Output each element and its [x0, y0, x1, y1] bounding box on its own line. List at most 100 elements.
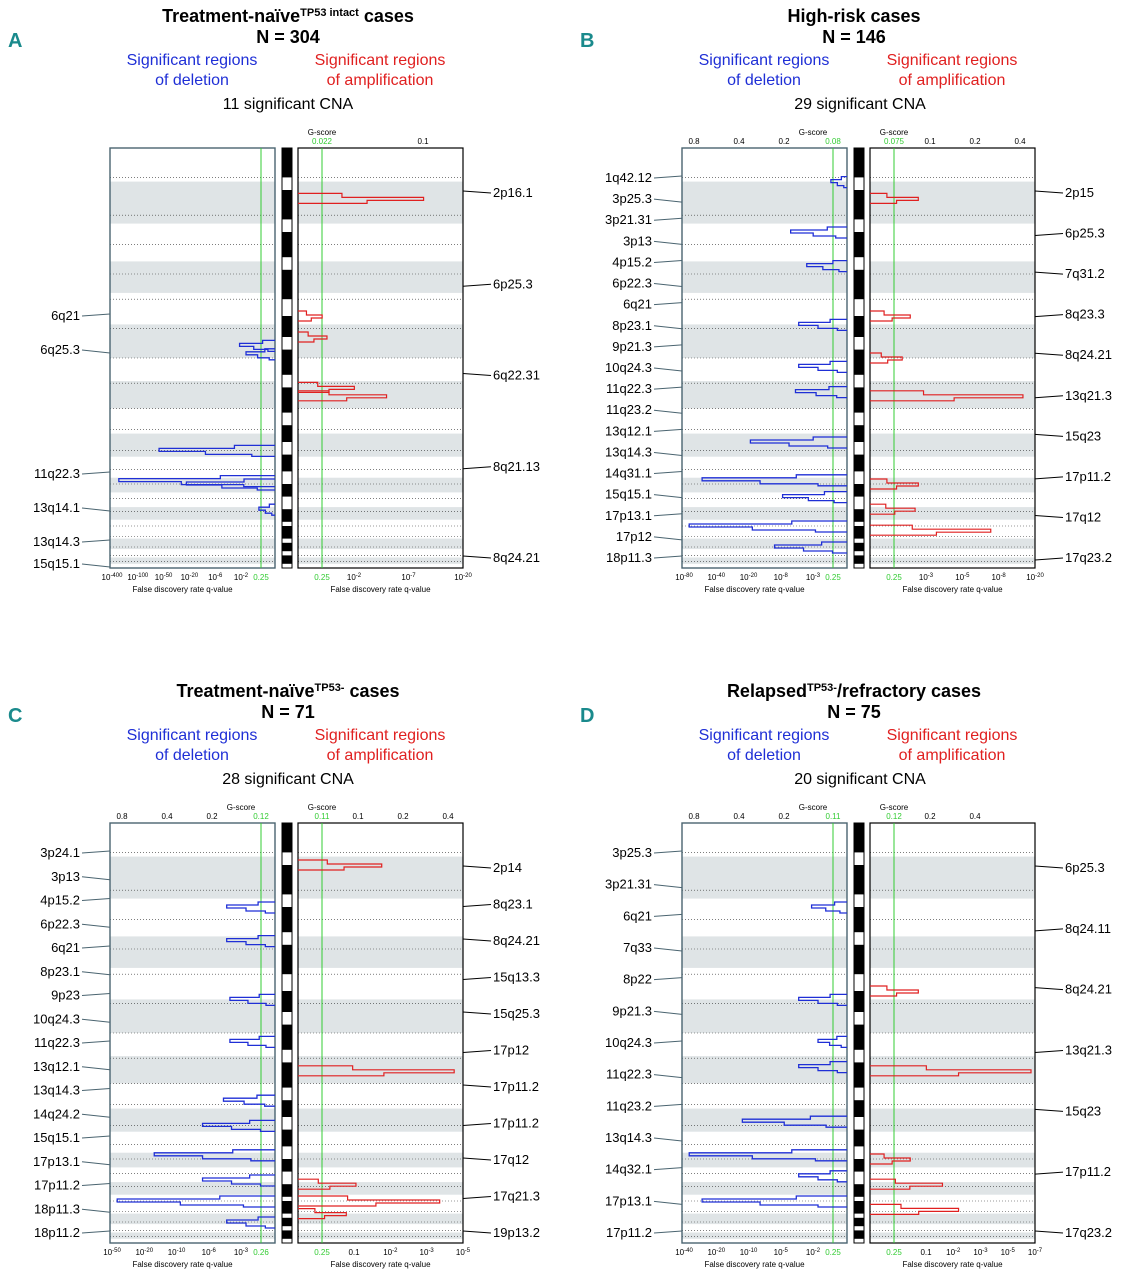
- amplification-region-label: 2p16.1: [493, 185, 533, 200]
- ideogram-block: [854, 1129, 864, 1147]
- amplification-region-label: 17q12: [1065, 509, 1101, 524]
- deletion-region-label: 10q24.3: [605, 360, 652, 375]
- del-qvalue-tick: 10-80: [675, 573, 693, 582]
- amplification-bar-17q23.2: [870, 1203, 960, 1216]
- gscore-axis-label: G-score: [880, 803, 909, 812]
- deletion-label-connector: [653, 1103, 683, 1107]
- genome-band: [298, 1108, 463, 1132]
- genome-band: [870, 1108, 1035, 1132]
- amplification-bar-6p25.3: [870, 310, 911, 322]
- deletion-region-label: 3p25.3: [612, 191, 652, 206]
- amplification-region-label: 17q23.2: [1065, 550, 1112, 565]
- del-gscore-tick: 0.2: [778, 137, 790, 146]
- genome-band: [298, 538, 463, 550]
- ideogram-block: [854, 148, 864, 178]
- amp-qvalue-threshold-tick: 0.25: [886, 573, 902, 582]
- deletion-bar-13q14.3: [688, 1149, 847, 1162]
- amplification-bar-15q23: [870, 1178, 944, 1190]
- panel-letter: D: [580, 705, 594, 727]
- deletion-region-label: 11q22.3: [34, 1035, 80, 1050]
- genome-band: [298, 1152, 463, 1168]
- genome-band: [298, 1182, 463, 1195]
- amplification-region-label: 8q23.3: [1065, 307, 1105, 322]
- deletion-region-label: 17p13.1: [605, 1193, 652, 1208]
- gscore-axis-label: G-score: [799, 803, 828, 812]
- amplification-region-label: 17p11.2: [493, 1116, 539, 1131]
- del-qvalue-tick: 10-5: [774, 1248, 789, 1257]
- amp-gscore-tick: 0.1: [924, 137, 936, 146]
- genome-band: [298, 477, 463, 493]
- genome-band: [682, 1213, 847, 1225]
- amplification-label-connector: [462, 1196, 492, 1199]
- legend-deletion: Significant regions: [699, 52, 830, 69]
- deletion-region-label: 6q21: [51, 940, 80, 955]
- deletion-label-connector: [81, 876, 111, 881]
- genome-band: [682, 936, 847, 968]
- deletion-region-label: 17p12: [616, 529, 652, 544]
- legend-deletion: of deletion: [727, 72, 801, 89]
- deletion-bar-13q14.3: [153, 1149, 275, 1162]
- sample-size: N = 146: [822, 27, 886, 47]
- ideogram-block: [282, 1201, 292, 1214]
- del-gscore-tick: 0.2: [206, 812, 218, 821]
- deletion-bar-11q22.3: [201, 1119, 275, 1133]
- genome-band: [682, 381, 847, 409]
- qvalue-axis-label: False discovery rate q-value: [704, 1260, 805, 1269]
- amplification-bar-2p15: [870, 192, 919, 204]
- amplification-label-connector: [462, 904, 492, 907]
- ideogram-block: [854, 316, 864, 337]
- ideogram-block: [282, 454, 292, 472]
- ideogram-block: [854, 1100, 864, 1117]
- deletion-label-connector: [81, 563, 111, 568]
- legend-amplification: of amplification: [899, 747, 1006, 764]
- amplification-label-connector: [1034, 928, 1064, 932]
- genome-band: [682, 324, 847, 358]
- genome-band: [870, 261, 1035, 293]
- ideogram-block: [282, 387, 292, 413]
- legend-amplification: of amplification: [327, 747, 434, 764]
- ideogram-block: [282, 555, 292, 564]
- del-qvalue-tick: 10-3: [234, 1248, 249, 1257]
- deletion-label-connector: [653, 344, 683, 348]
- del-qvalue-tick: 10-40: [675, 1248, 693, 1257]
- cna-count: 29 significant CNA: [794, 96, 926, 113]
- genome-band: [298, 181, 463, 224]
- ideogram-block: [854, 349, 864, 375]
- deletion-region-label: 7q33: [623, 940, 652, 955]
- genome-band: [110, 557, 275, 564]
- ideogram-block: [282, 269, 292, 300]
- amplification-bar-2p14: [298, 859, 383, 871]
- deletion-label-connector: [81, 1208, 111, 1213]
- deletion-bar-3p21.31: [789, 226, 847, 239]
- amp-gscore-tick: 0.2: [969, 137, 981, 146]
- amplification-label-connector: [462, 938, 492, 942]
- genome-band: [870, 999, 1035, 1033]
- amp-qvalue-threshold-tick: 0.25: [314, 1248, 330, 1257]
- del-gscore-threshold-tick: 0.11: [826, 812, 842, 821]
- deletion-label-connector: [81, 313, 111, 317]
- ideogram-block: [282, 991, 292, 1012]
- deletion-bar-3p24.1: [226, 901, 275, 914]
- qvalue-axis-label: False discovery rate q-value: [902, 585, 1003, 594]
- genome-band: [870, 1182, 1035, 1195]
- genome-band: [110, 856, 275, 899]
- sample-size: N = 71: [261, 702, 315, 722]
- deletion-region-label: 18p11.2: [34, 1225, 80, 1240]
- deletion-bar-4p15.2: [806, 259, 847, 273]
- amp-qvalue-tick: 10-3: [919, 573, 934, 582]
- genome-band: [298, 261, 463, 293]
- amplification-region-label: 19p13.2: [493, 1225, 540, 1240]
- legend-amplification: of amplification: [899, 72, 1006, 89]
- ideogram-block: [854, 454, 864, 472]
- deletion-label-connector: [653, 555, 683, 559]
- deletion-bar-18p11.3: [773, 541, 847, 554]
- deletion-bar-11q23.2: [749, 436, 847, 449]
- amp-gscore-threshold-tick: 0.12: [886, 812, 902, 821]
- deletion-label-connector: [653, 386, 683, 390]
- gscore-axis-label: G-score: [308, 803, 337, 812]
- deletion-bar-13q14.3: [701, 474, 847, 487]
- amplification-bar-17q12: [870, 524, 992, 536]
- ideogram-block: [854, 1184, 864, 1197]
- amplification-label-connector: [1034, 190, 1064, 194]
